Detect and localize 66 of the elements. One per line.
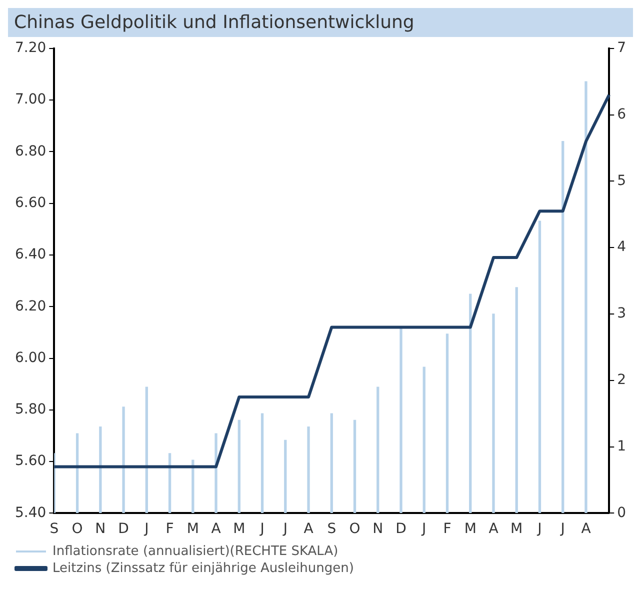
bar (260, 413, 264, 514)
y2-tick-label: 4 (617, 239, 626, 256)
bar (422, 366, 426, 514)
legend-label: Leitzins (Zinssatz für einjährige Ausleihungen) (52, 560, 354, 576)
x-tick-label: M (233, 521, 246, 538)
y-tick-label: 5.60 (15, 453, 46, 470)
x-tick-label: J (144, 521, 149, 538)
bar (469, 294, 472, 514)
x-tick-label: A (488, 521, 499, 538)
x-tick-label: S (327, 521, 336, 538)
x-tick-label: O (72, 521, 83, 538)
bar (214, 433, 218, 514)
bar (284, 440, 287, 514)
x-tick-label: J (282, 521, 288, 538)
y-tick-label: 6.60 (15, 194, 46, 211)
x-tick-label: O (349, 521, 360, 538)
x-tick-label: A (581, 521, 592, 538)
bar (515, 287, 518, 514)
x-tick-label: M (186, 521, 199, 538)
x-tick-label: A (211, 521, 222, 538)
bar (330, 413, 333, 514)
y2-tick-label: 1 (617, 438, 626, 454)
y2-tick-label: 5 (617, 172, 626, 189)
x-tick-label: D (118, 521, 129, 538)
y-tick-label: 5.40 (15, 504, 46, 521)
bar (99, 426, 102, 514)
x-tick-label: D (396, 521, 406, 538)
x-tick-label: M (464, 521, 476, 538)
y2-tick-label: 6 (617, 106, 626, 122)
y-tick-label: 7.20 (15, 40, 46, 56)
y2-tick-label: 3 (617, 306, 626, 322)
x-tick-label: J (421, 521, 426, 538)
y2-tick-label: 2 (617, 372, 626, 388)
y2-tick-label: 0 (617, 504, 626, 521)
x-tick-label: N (372, 521, 384, 538)
bar (145, 386, 148, 514)
x-tick-label: F (443, 521, 452, 538)
x-tick-label: J (259, 521, 264, 538)
x-tick-label: J (536, 521, 542, 538)
bar (492, 314, 495, 514)
bar (446, 334, 449, 514)
x-tick-label: S (50, 521, 59, 538)
y-tick-label: 6.20 (15, 298, 46, 314)
x-tick-label: M (510, 521, 523, 538)
bar (538, 220, 542, 514)
bar (238, 420, 240, 514)
legend-label: Inflationsrate (annualisiert)(RECHTE SKALA) (52, 544, 338, 559)
bar (76, 433, 79, 514)
y2-tick-label: 7 (617, 40, 626, 56)
bar (584, 81, 588, 514)
bar (122, 406, 125, 514)
bar (307, 426, 310, 514)
x-tick-label: N (95, 521, 106, 538)
bar (353, 420, 356, 514)
bar (562, 141, 564, 514)
chart-title: Chinas Geldpolitik und Inflationsentwicklung (8, 8, 633, 37)
y-tick-label: 7.00 (15, 92, 46, 108)
y-tick-label: 6.00 (15, 350, 46, 366)
x-tick-label: F (166, 521, 174, 538)
y-tick-label: 6.80 (15, 143, 46, 160)
x-tick-label: A (304, 521, 314, 538)
x-tick-label: J (560, 521, 565, 538)
y-tick-label: 5.80 (15, 402, 46, 418)
bar (376, 386, 380, 514)
y-tick-label: 6.40 (15, 246, 46, 263)
bar (400, 326, 402, 514)
